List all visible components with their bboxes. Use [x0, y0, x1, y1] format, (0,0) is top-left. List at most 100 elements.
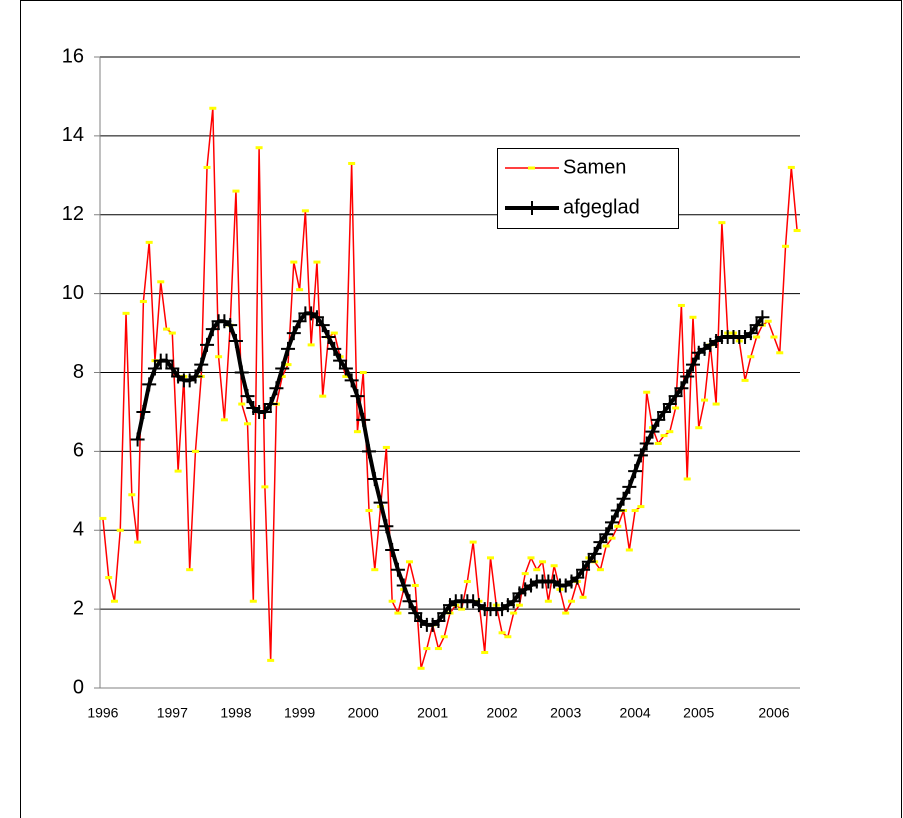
point-marker	[782, 244, 790, 248]
point-marker	[504, 635, 512, 639]
point-marker	[527, 556, 535, 560]
point-marker	[333, 353, 348, 368]
point-marker	[602, 544, 610, 548]
x-tick-label: 2004	[620, 705, 651, 721]
x-tick-label: 2001	[417, 705, 448, 721]
point-marker	[186, 568, 194, 572]
point-marker	[599, 527, 614, 542]
point-marker	[116, 528, 124, 532]
point-marker	[128, 493, 136, 497]
legend-box	[497, 148, 679, 229]
point-marker	[408, 606, 423, 621]
point-marker	[330, 331, 338, 335]
point-marker	[616, 491, 631, 506]
point-marker	[228, 333, 243, 348]
point-marker	[770, 335, 778, 339]
point-marker	[263, 397, 278, 412]
point-marker	[431, 613, 446, 628]
point-marker	[315, 318, 330, 333]
point-marker	[608, 536, 616, 540]
point-marker	[463, 580, 471, 584]
point-marker	[437, 606, 452, 621]
y-tick-label: 14	[62, 124, 84, 146]
point-marker	[614, 524, 622, 528]
point-marker	[753, 335, 761, 339]
point-marker	[645, 424, 660, 439]
point-marker	[402, 594, 417, 609]
point-marker	[695, 426, 703, 430]
point-marker	[633, 448, 648, 463]
point-marker	[174, 469, 182, 473]
y-tick-label: 10	[62, 282, 84, 304]
point-marker	[359, 371, 367, 374]
x-tick-label: 2005	[683, 705, 714, 721]
point-marker	[99, 516, 107, 520]
point-marker	[562, 611, 570, 615]
point-marker	[604, 515, 619, 530]
point-marker	[362, 444, 377, 459]
point-marker	[741, 378, 749, 382]
x-tick-label: 1998	[220, 705, 251, 721]
point-marker	[434, 647, 442, 651]
point-marker	[209, 106, 217, 110]
point-marker	[220, 418, 228, 422]
point-marker	[319, 394, 327, 398]
point-marker	[200, 337, 215, 352]
point-marker	[657, 404, 672, 419]
x-tick-label: 2003	[550, 705, 581, 721]
point-marker	[579, 595, 587, 599]
point-marker	[593, 535, 608, 550]
point-marker	[327, 341, 342, 356]
point-marker	[787, 165, 795, 169]
point-marker	[515, 603, 523, 607]
point-marker	[321, 330, 336, 345]
point-marker	[296, 288, 304, 292]
point-marker	[307, 343, 315, 347]
point-marker	[203, 165, 211, 169]
point-marker	[261, 485, 269, 489]
point-marker	[764, 319, 772, 323]
point-marker	[683, 477, 691, 481]
point-marker	[130, 432, 145, 447]
point-marker	[776, 351, 784, 355]
point-marker	[660, 434, 668, 438]
point-marker	[743, 326, 758, 341]
point-marker	[215, 355, 223, 359]
point-marker	[139, 300, 147, 304]
legend-label: afgeglad	[563, 196, 640, 218]
point-marker	[581, 554, 596, 569]
point-marker	[755, 310, 770, 325]
point-marker	[301, 209, 309, 213]
x-tick-label: 1999	[284, 705, 315, 721]
point-marker	[631, 509, 639, 513]
point-marker	[244, 422, 252, 426]
point-marker	[440, 635, 448, 639]
point-marker	[165, 361, 180, 376]
point-marker	[570, 570, 585, 585]
chart-border	[20, 0, 902, 818]
point-marker	[105, 576, 113, 580]
point-marker	[486, 556, 494, 560]
point-marker	[666, 430, 674, 434]
point-marker	[567, 599, 575, 603]
point-marker	[188, 369, 203, 384]
point-marker	[145, 240, 153, 244]
point-marker	[674, 381, 689, 396]
point-marker	[134, 540, 142, 544]
point-marker	[194, 357, 209, 372]
point-marker	[539, 560, 547, 564]
point-marker	[793, 229, 801, 233]
point-marker	[284, 363, 292, 367]
point-marker	[411, 583, 419, 587]
y-tick-label: 6	[73, 440, 84, 462]
point-marker	[365, 509, 373, 513]
point-marker	[373, 495, 388, 510]
point-marker	[390, 562, 405, 577]
point-marker	[701, 398, 709, 402]
point-marker	[677, 303, 685, 307]
point-marker	[234, 365, 249, 380]
point-marker	[110, 599, 118, 603]
point-marker	[469, 540, 477, 544]
point-marker	[348, 161, 356, 165]
